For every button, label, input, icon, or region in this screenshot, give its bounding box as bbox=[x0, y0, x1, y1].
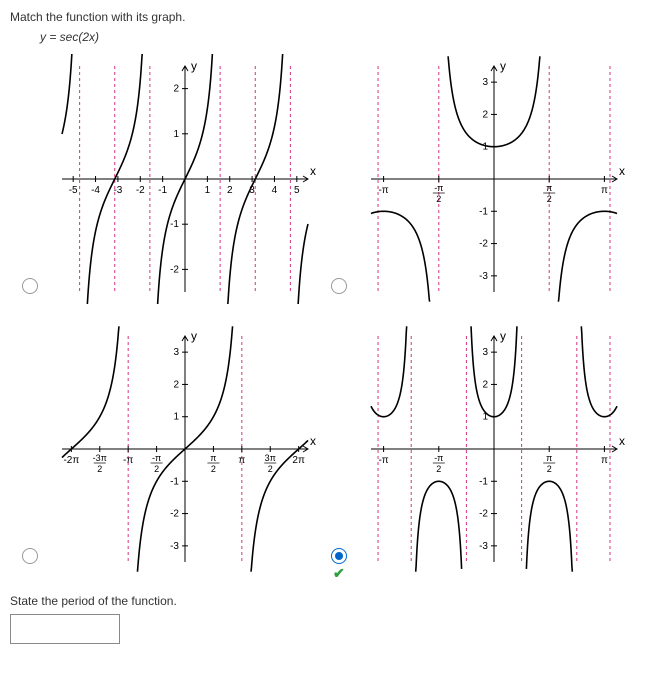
svg-text:2: 2 bbox=[154, 464, 159, 474]
chart-option-1: xy-5-4-3-2-112345-2-112 bbox=[50, 54, 329, 304]
svg-text:-2: -2 bbox=[170, 264, 179, 275]
period-input[interactable] bbox=[10, 614, 120, 644]
svg-text:π: π bbox=[546, 183, 552, 193]
chart-4-svg: xy-π-π2π2π-3-2-1123 bbox=[359, 324, 629, 574]
svg-text:-π: -π bbox=[434, 183, 443, 193]
svg-text:-π: -π bbox=[378, 455, 388, 466]
chart-option-2: xy-π-π2π2π-3-2-1123 bbox=[359, 54, 638, 304]
svg-text:-π: -π bbox=[434, 453, 443, 463]
svg-text:-5: -5 bbox=[69, 185, 78, 196]
svg-text:2: 2 bbox=[547, 194, 552, 204]
svg-text:3: 3 bbox=[173, 347, 179, 358]
radio-option-4[interactable] bbox=[331, 548, 347, 564]
svg-text:-π: -π bbox=[123, 455, 133, 466]
svg-text:4: 4 bbox=[272, 185, 278, 196]
svg-text:-1: -1 bbox=[170, 476, 179, 487]
svg-text:x: x bbox=[619, 164, 625, 178]
svg-text:π: π bbox=[210, 453, 216, 463]
svg-text:1: 1 bbox=[173, 412, 179, 423]
svg-text:x: x bbox=[310, 434, 316, 448]
question-text: Match the function with its graph. bbox=[10, 10, 638, 24]
radio-option-1[interactable] bbox=[22, 278, 38, 294]
svg-text:x: x bbox=[310, 164, 316, 178]
svg-text:5: 5 bbox=[294, 185, 300, 196]
svg-text:2: 2 bbox=[97, 464, 102, 474]
svg-text:2π: 2π bbox=[292, 455, 305, 466]
svg-text:-3: -3 bbox=[479, 271, 488, 282]
svg-text:-2: -2 bbox=[479, 509, 488, 520]
chart-option-3: xy-2π-3π2-π-π2π2π3π22π-3-2-1123 bbox=[50, 324, 329, 574]
svg-text:y: y bbox=[191, 59, 197, 73]
svg-text:-2: -2 bbox=[170, 509, 179, 520]
chart-3-svg: xy-2π-3π2-π-π2π2π3π22π-3-2-1123 bbox=[50, 324, 320, 574]
svg-text:-1: -1 bbox=[170, 219, 179, 230]
svg-text:2: 2 bbox=[173, 84, 179, 95]
svg-text:2: 2 bbox=[436, 194, 441, 204]
svg-text:3: 3 bbox=[482, 77, 488, 88]
equation: y = sec(2x) bbox=[40, 30, 638, 44]
svg-text:-3: -3 bbox=[113, 185, 122, 196]
svg-text:-3π: -3π bbox=[93, 453, 107, 463]
radio-option-2[interactable] bbox=[331, 278, 347, 294]
svg-text:2: 2 bbox=[436, 464, 441, 474]
svg-text:π: π bbox=[601, 185, 608, 196]
svg-text:y: y bbox=[500, 59, 506, 73]
svg-text:-3: -3 bbox=[170, 541, 179, 552]
svg-text:π: π bbox=[546, 453, 552, 463]
svg-text:-1: -1 bbox=[158, 185, 167, 196]
period-prompt: State the period of the function. bbox=[10, 594, 638, 608]
svg-text:-3: -3 bbox=[479, 541, 488, 552]
svg-text:-1: -1 bbox=[479, 206, 488, 217]
chart-2-svg: xy-π-π2π2π-3-2-1123 bbox=[359, 54, 629, 304]
svg-text:2: 2 bbox=[173, 379, 179, 390]
svg-text:2: 2 bbox=[227, 185, 233, 196]
svg-text:x: x bbox=[619, 434, 625, 448]
svg-text:π: π bbox=[601, 455, 608, 466]
chart-1-svg: xy-5-4-3-2-112345-2-112 bbox=[50, 54, 320, 304]
svg-text:y: y bbox=[191, 329, 197, 343]
correct-check-icon: ✔ bbox=[333, 565, 345, 582]
svg-text:-2: -2 bbox=[136, 185, 145, 196]
svg-text:1: 1 bbox=[205, 185, 211, 196]
svg-text:-2π: -2π bbox=[63, 455, 79, 466]
svg-text:2: 2 bbox=[482, 379, 488, 390]
charts-grid: xy-5-4-3-2-112345-2-112 xy-π-π2π2π-3-2-1… bbox=[50, 54, 638, 574]
chart-option-4: ✔ xy-π-π2π2π-3-2-1123 bbox=[359, 324, 638, 574]
svg-text:-2: -2 bbox=[479, 239, 488, 250]
svg-text:2: 2 bbox=[482, 109, 488, 120]
svg-text:-π: -π bbox=[378, 185, 388, 196]
svg-text:2: 2 bbox=[211, 464, 216, 474]
svg-text:3: 3 bbox=[482, 347, 488, 358]
svg-text:2: 2 bbox=[268, 464, 273, 474]
svg-text:y: y bbox=[500, 329, 506, 343]
svg-text:-π: -π bbox=[152, 453, 161, 463]
svg-text:3π: 3π bbox=[265, 453, 276, 463]
svg-text:-4: -4 bbox=[91, 185, 100, 196]
radio-option-3[interactable] bbox=[22, 548, 38, 564]
svg-text:1: 1 bbox=[173, 129, 179, 140]
svg-text:1: 1 bbox=[482, 142, 488, 153]
svg-text:π: π bbox=[238, 455, 245, 466]
svg-text:2: 2 bbox=[547, 464, 552, 474]
svg-text:-1: -1 bbox=[479, 476, 488, 487]
